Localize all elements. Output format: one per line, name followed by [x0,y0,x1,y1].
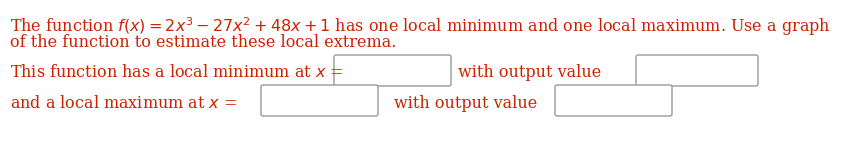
Text: with output value: with output value [458,64,601,81]
Text: This function has a local minimum at $x$ =: This function has a local minimum at $x$… [10,64,344,81]
FancyBboxPatch shape [334,55,451,86]
FancyBboxPatch shape [261,85,378,116]
FancyBboxPatch shape [636,55,758,86]
Text: with output value: with output value [394,95,537,112]
Text: and a local maximum at $x$ =: and a local maximum at $x$ = [10,95,237,112]
Text: of the function to estimate these local extrema.: of the function to estimate these local … [10,34,397,51]
Text: The function $f(x) = 2x^3 - 27x^2 + 48x + 1$ has one local minimum and one local: The function $f(x) = 2x^3 - 27x^2 + 48x … [10,15,830,38]
FancyBboxPatch shape [555,85,672,116]
